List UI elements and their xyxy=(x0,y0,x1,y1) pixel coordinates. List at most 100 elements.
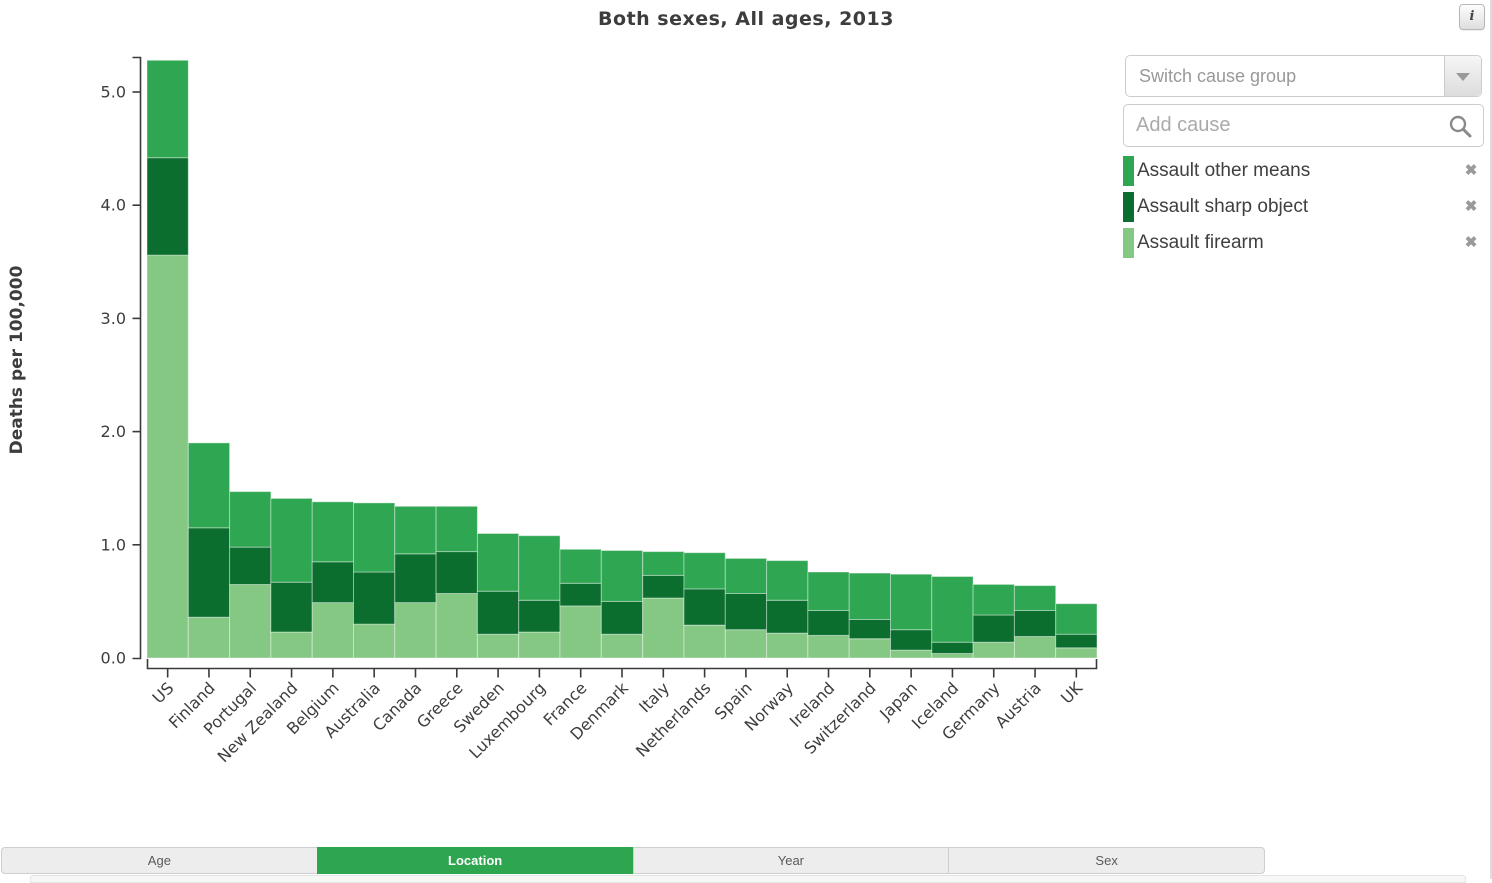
bar-segment[interactable] xyxy=(848,572,892,620)
bar-segment[interactable] xyxy=(848,619,892,640)
legend-swatch xyxy=(1123,228,1134,258)
bar-segment[interactable] xyxy=(724,593,768,631)
bar-segment[interactable] xyxy=(642,574,685,599)
bars-group xyxy=(146,59,1098,659)
bar-segment[interactable] xyxy=(807,634,850,659)
bar-segment[interactable] xyxy=(1013,585,1057,611)
bar-segment[interactable] xyxy=(1013,636,1057,659)
bar-segment[interactable] xyxy=(559,605,602,659)
bar-segment[interactable] xyxy=(807,571,850,611)
bar-segment[interactable] xyxy=(931,653,974,659)
bar-segment[interactable] xyxy=(683,552,726,590)
legend-swatch xyxy=(1123,192,1134,222)
bar-segment[interactable] xyxy=(270,497,313,583)
tab-sex[interactable]: Sex xyxy=(948,847,1265,874)
bar-segment[interactable] xyxy=(146,254,189,659)
bar-segment[interactable] xyxy=(435,505,478,553)
add-cause-input[interactable] xyxy=(1124,105,1483,146)
info-icon[interactable]: i xyxy=(1459,4,1485,30)
bar-segment[interactable] xyxy=(848,638,892,659)
bar-segment[interactable] xyxy=(559,582,602,607)
y-axis: 0.0 1.0 2.0 3.0 4.0 5.0 Deaths per 100,000 xyxy=(7,56,142,668)
search-icon xyxy=(1449,115,1472,138)
bar-segment[interactable] xyxy=(1055,633,1098,649)
bar-segment[interactable] xyxy=(600,550,644,602)
remove-cause-icon[interactable]: ✖ xyxy=(1464,162,1478,179)
bar-segment[interactable] xyxy=(724,557,768,595)
right-edge-divider xyxy=(1490,0,1492,879)
bar-segment[interactable] xyxy=(311,561,355,604)
bar-segment[interactable] xyxy=(394,602,437,659)
bar-segment[interactable] xyxy=(724,629,768,659)
bar-segment[interactable] xyxy=(435,551,478,594)
switch-cause-group-label: Switch cause group xyxy=(1139,66,1297,86)
bar-segment[interactable] xyxy=(642,597,685,659)
legend-label: Assault firearm xyxy=(1137,232,1264,253)
bar-segment[interactable] xyxy=(476,590,520,635)
bar-segment[interactable] xyxy=(642,551,685,576)
bar-segment[interactable] xyxy=(270,631,313,659)
bar-segment[interactable] xyxy=(1055,603,1098,635)
bar-segment[interactable] xyxy=(559,548,602,584)
timeline-strip xyxy=(30,875,1466,883)
x-tick-label: Netherlands xyxy=(632,678,714,760)
bar-segment[interactable] xyxy=(766,560,809,601)
bar-segment[interactable] xyxy=(518,631,561,659)
bar-segment[interactable] xyxy=(931,641,974,655)
bar-segment[interactable] xyxy=(435,593,478,659)
bar-segment[interactable] xyxy=(229,546,272,585)
bar-segment[interactable] xyxy=(187,527,231,618)
tab-year[interactable]: Year xyxy=(632,847,950,874)
bar-segment[interactable] xyxy=(353,502,396,573)
bar-segment[interactable] xyxy=(807,610,850,636)
bar-segment[interactable] xyxy=(394,505,437,555)
bar-segment[interactable] xyxy=(890,629,933,651)
bar-segment[interactable] xyxy=(1013,610,1057,637)
bar-segment[interactable] xyxy=(890,649,933,659)
svg-text:4.0: 4.0 xyxy=(101,196,126,215)
bar-segment[interactable] xyxy=(476,633,520,659)
bar-segment[interactable] xyxy=(353,571,396,625)
bar-segment[interactable] xyxy=(146,157,189,256)
switch-cause-group-select[interactable]: Switch cause group xyxy=(1125,55,1482,97)
bar-segment[interactable] xyxy=(270,581,313,633)
bar-segment[interactable] xyxy=(518,599,561,633)
tab-age[interactable]: Age xyxy=(1,847,318,874)
bar-segment[interactable] xyxy=(311,501,355,563)
bar-segment[interactable] xyxy=(146,59,189,159)
bar-segment[interactable] xyxy=(931,576,974,643)
legend-item-assault-other-means[interactable]: Assault other means ✖ xyxy=(1123,156,1483,186)
bar-segment[interactable] xyxy=(311,602,355,659)
bar-segment[interactable] xyxy=(600,633,644,659)
svg-text:5.0: 5.0 xyxy=(101,83,126,102)
bar-segment[interactable] xyxy=(1055,647,1098,659)
bar-segment[interactable] xyxy=(229,583,272,659)
bar-segment[interactable] xyxy=(187,616,231,659)
svg-text:0.0: 0.0 xyxy=(101,649,126,668)
legend-swatch xyxy=(1123,156,1134,186)
bar-segment[interactable] xyxy=(972,583,1015,616)
bar-segment[interactable] xyxy=(683,588,726,626)
bar-segment[interactable] xyxy=(518,535,561,601)
bar-segment[interactable] xyxy=(766,632,809,659)
chevron-down-icon xyxy=(1456,73,1470,81)
remove-cause-icon[interactable]: ✖ xyxy=(1464,198,1478,215)
legend-label: Assault other means xyxy=(1137,160,1311,181)
remove-cause-icon[interactable]: ✖ xyxy=(1464,234,1478,251)
bar-segment[interactable] xyxy=(683,624,726,659)
tab-location[interactable]: Location xyxy=(316,847,634,874)
bar-segment[interactable] xyxy=(972,641,1015,659)
bar-segment[interactable] xyxy=(353,623,396,659)
bar-segment[interactable] xyxy=(600,600,644,635)
legend-item-assault-sharp-object[interactable]: Assault sharp object ✖ xyxy=(1123,192,1483,222)
bar-segment[interactable] xyxy=(890,573,933,631)
select-dropdown-button[interactable] xyxy=(1444,56,1481,96)
bar-segment[interactable] xyxy=(972,614,1015,643)
bar-segment[interactable] xyxy=(766,599,809,634)
bar-segment[interactable] xyxy=(394,553,437,604)
bar-segment[interactable] xyxy=(187,442,231,529)
legend-item-assault-firearm[interactable]: Assault firearm ✖ xyxy=(1123,228,1483,258)
bar-segment[interactable] xyxy=(476,533,520,592)
bar-segment[interactable] xyxy=(229,491,272,548)
